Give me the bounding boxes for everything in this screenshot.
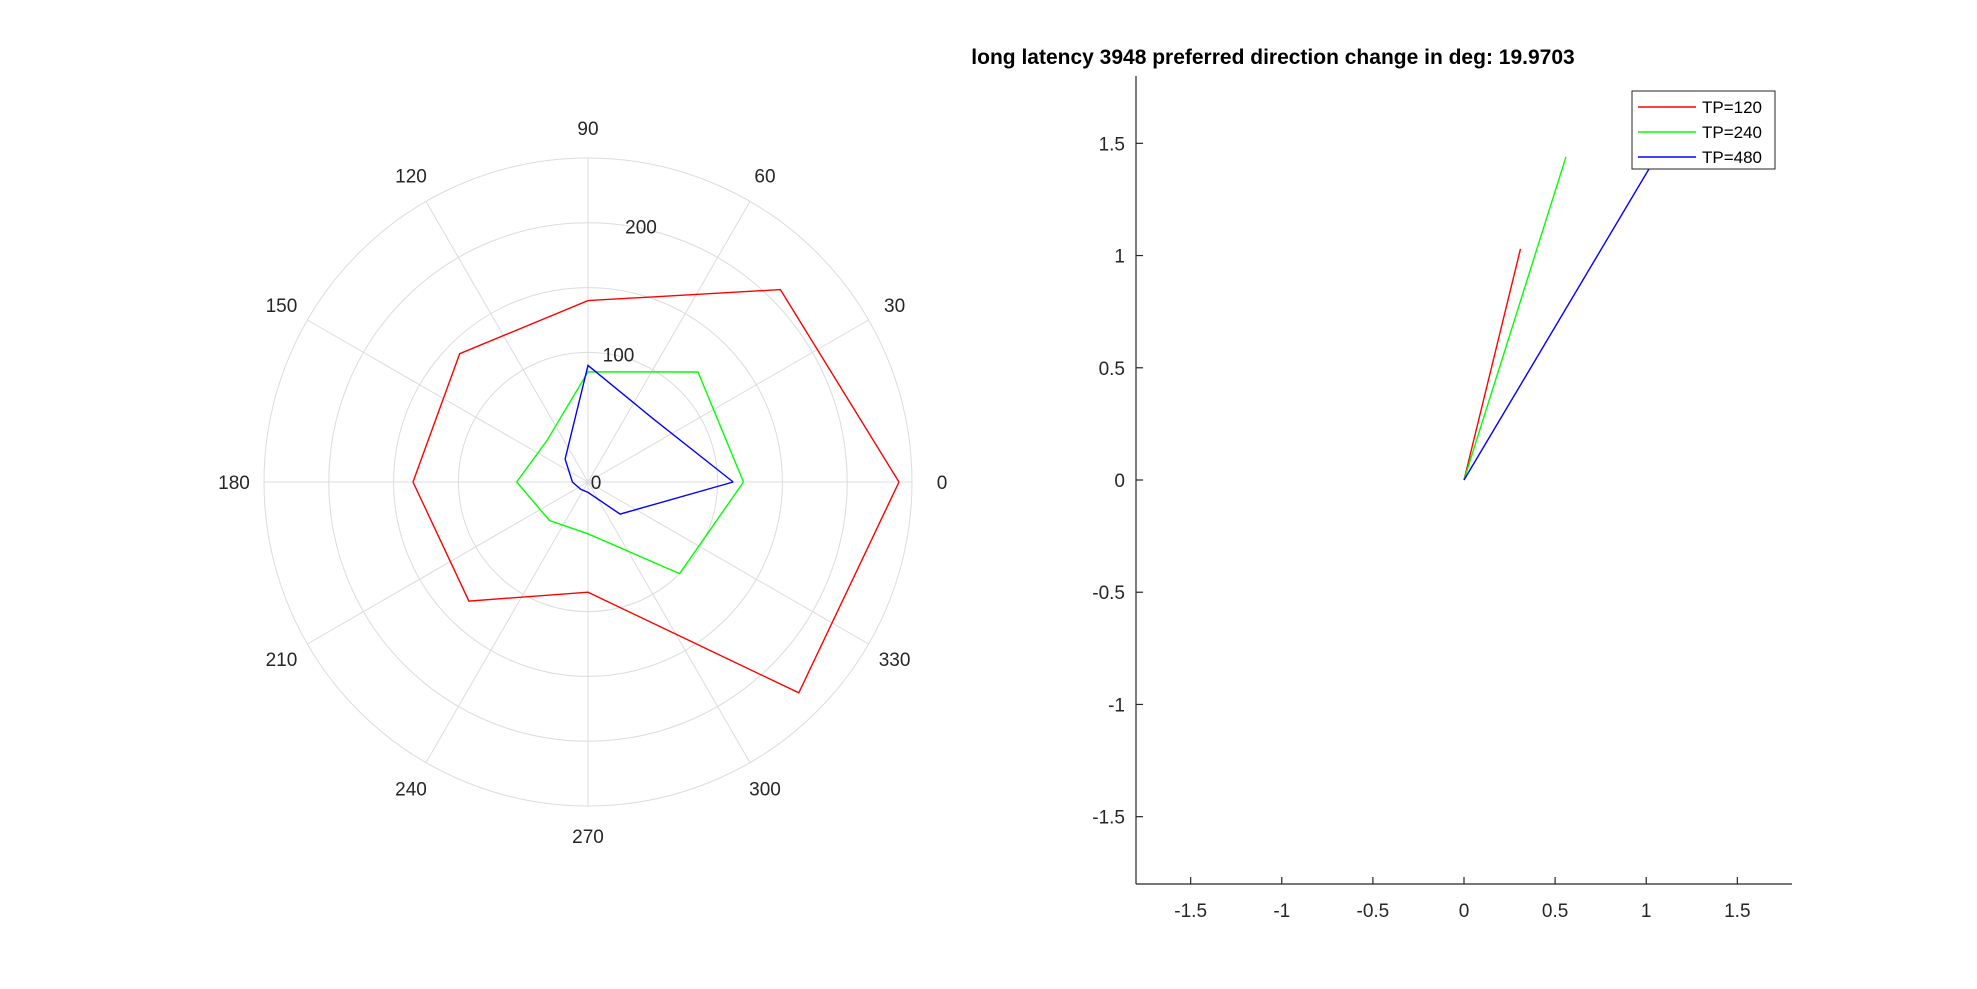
r-tick-label: 200 bbox=[625, 218, 657, 239]
y-tick-label: 1.5 bbox=[1099, 134, 1125, 155]
x-tick-label: -0.5 bbox=[1357, 901, 1390, 922]
legend-label: TP=480 bbox=[1702, 148, 1762, 167]
x-tick-label: 1.5 bbox=[1724, 901, 1750, 922]
angular-grid-line bbox=[587, 319, 869, 483]
x-tick-label: 0 bbox=[1459, 901, 1470, 922]
legend: TP=120 TP=240 TP=480 bbox=[1631, 90, 1776, 170]
polar-series-line-0 bbox=[412, 288, 900, 694]
angular-grid-line bbox=[307, 481, 589, 645]
theta-tick-label: 330 bbox=[879, 650, 911, 671]
y-tick-label: 1 bbox=[1114, 247, 1125, 268]
series-line-0 bbox=[1463, 248, 1522, 481]
r-tick-label: 0 bbox=[591, 473, 602, 494]
cartesian-chart: long latency 3948 preferred direction ch… bbox=[971, 46, 1792, 922]
theta-tick-label: 270 bbox=[572, 827, 604, 848]
polar-grid bbox=[263, 157, 913, 807]
theta-tick-label: 180 bbox=[218, 473, 250, 494]
theta-tick-label: 90 bbox=[577, 119, 598, 140]
x-tick-label: 0.5 bbox=[1542, 901, 1568, 922]
theta-tick-label: 0 bbox=[937, 473, 948, 494]
x-tick-label: 1 bbox=[1641, 901, 1652, 922]
y-tick-label: -1.5 bbox=[1092, 808, 1125, 829]
polar-series-line-2 bbox=[564, 364, 734, 515]
y-tick-label: 0.5 bbox=[1099, 359, 1125, 380]
polar-chart: 0 30 60 90 120 150 180 210 240 270 300 330 0 100 200 bbox=[218, 119, 947, 848]
angular-grid-line bbox=[587, 201, 751, 483]
angular-grid-line bbox=[587, 481, 751, 763]
legend-box bbox=[1631, 90, 1776, 170]
legend-label: TP=120 bbox=[1702, 98, 1762, 117]
polar-series-line-1 bbox=[515, 371, 745, 575]
series-line-2 bbox=[1463, 160, 1655, 481]
theta-tick-label: 210 bbox=[266, 650, 298, 671]
y-tick-label: -0.5 bbox=[1092, 583, 1125, 604]
y-tick-label: 0 bbox=[1114, 471, 1125, 492]
x-tick-label: -1 bbox=[1273, 901, 1290, 922]
cartesian-series bbox=[1463, 156, 1655, 481]
polar-series bbox=[412, 288, 900, 694]
angular-grid-line bbox=[425, 481, 589, 763]
polar-labels: 0 30 60 90 120 150 180 210 240 270 300 330 0 100 200 bbox=[218, 119, 947, 848]
theta-tick-label: 60 bbox=[754, 166, 775, 187]
angular-grid-line bbox=[587, 481, 869, 645]
angular-grid-line bbox=[425, 201, 589, 483]
chart-title: long latency 3948 preferred direction ch… bbox=[971, 46, 1574, 69]
y-tick-label: -1 bbox=[1108, 695, 1125, 716]
theta-tick-label: 150 bbox=[266, 296, 298, 317]
theta-tick-label: 30 bbox=[884, 296, 905, 317]
cartesian-axes: -1.5 -1 -0.5 0 0.5 1 1.5 1.5 1 0.5 0 -0.5 -1 -1.5 bbox=[1092, 76, 1792, 922]
theta-tick-label: 120 bbox=[395, 166, 427, 187]
r-tick-label: 100 bbox=[603, 345, 635, 366]
theta-tick-label: 240 bbox=[395, 780, 427, 801]
legend-label: TP=240 bbox=[1702, 123, 1762, 142]
x-tick-label: -1.5 bbox=[1174, 901, 1207, 922]
theta-tick-label: 300 bbox=[749, 780, 781, 801]
angular-grid-line bbox=[307, 319, 589, 483]
series-line-1 bbox=[1463, 156, 1567, 481]
